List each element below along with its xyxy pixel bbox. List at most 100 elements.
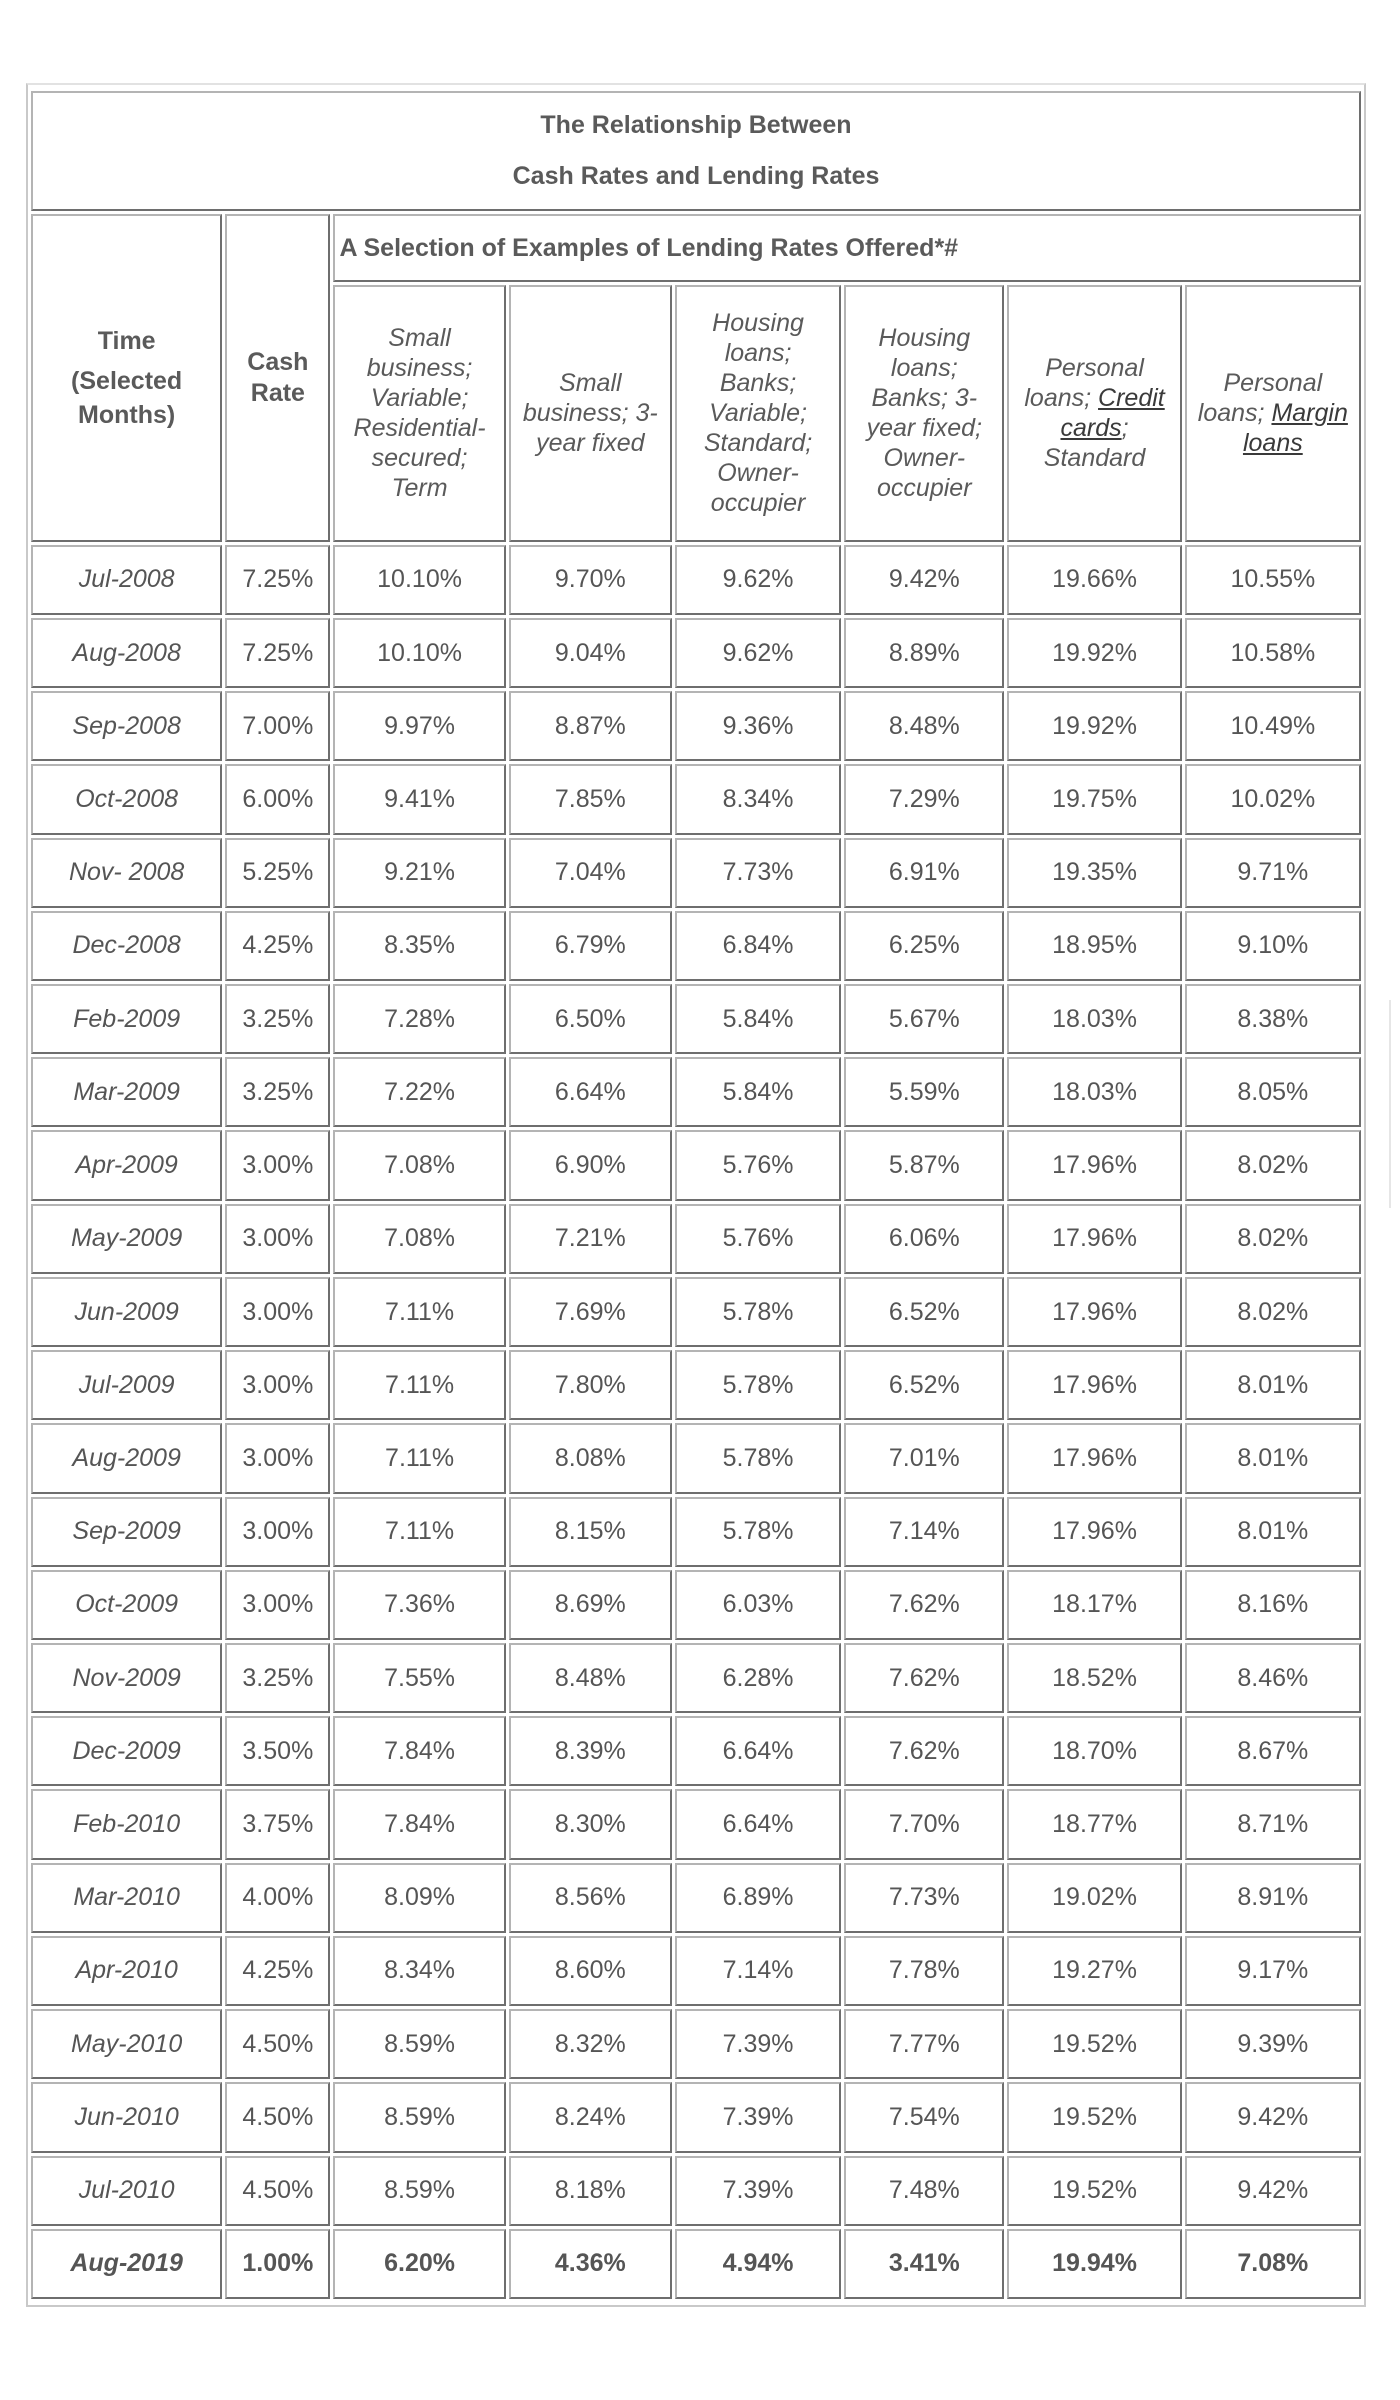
c3-header-line: Standard; [703, 429, 813, 458]
row-rate-cell: 6.50% [508, 984, 672, 1055]
row-rate-cell: 10.10% [333, 544, 506, 615]
row-month: May-2010 [31, 2009, 223, 2080]
row-rate-cell: 19.92% [1007, 617, 1182, 689]
row-rate-cell: 10.02% [1184, 764, 1361, 835]
row-rate-cell: 8.59% [333, 2155, 506, 2226]
row-rate-cell: 17.96% [1007, 1276, 1182, 1348]
table-row: Dec-2009 3.50% 7.84% 8.39% 6.64% 7.62% 18.70% 8… [31, 1716, 1361, 1787]
loans-link[interactable]: loans [1242, 429, 1303, 458]
c1-header-line: Term [391, 474, 448, 503]
c3-header-line: Owner- [717, 459, 799, 488]
row-month: Oct-2009 [31, 1569, 223, 1640]
margin-loans-line-2: loans; Margin [1191, 398, 1355, 428]
row-rate-cell: 9.39% [1184, 2009, 1361, 2080]
row-rate-cell: 7.70% [844, 1789, 1005, 1860]
row-rate-cell: 5.87% [844, 1130, 1005, 1201]
cash-header-line-1: Cash [247, 347, 309, 376]
row-rate-cell: 17.96% [1007, 1203, 1182, 1274]
row-rate-cell: 10.49% [1184, 691, 1361, 762]
row-month: Oct-2008 [31, 764, 223, 835]
row-rate-cell: 5.76% [674, 1203, 842, 1274]
col-header-housing-fixed: Housing loans; Banks; 3- year fixed; Owner-o… [844, 285, 1005, 542]
row-rate-cell: 6.64% [508, 1057, 672, 1128]
row-rate-cell: 6.90% [508, 1130, 672, 1201]
table-row: May-2010 4.50% 8.59% 8.32% 7.39% 7.77% 19.52% 9… [31, 2009, 1361, 2080]
row-rate-cell: 10.55% [1184, 544, 1361, 615]
row-rate-cell: 9.71% [1184, 837, 1361, 908]
row-rate-cell: 6.20% [333, 2228, 506, 2299]
row-rate-cell: 7.78% [844, 1935, 1005, 2007]
row-rate-cell: 8.35% [333, 910, 506, 982]
row-rate-cell: 8.48% [844, 691, 1005, 762]
row-rate-cell: 7.48% [844, 2155, 1005, 2226]
row-cash-rate: 4.50% [225, 2155, 331, 2226]
row-rate-cell: 5.84% [674, 1057, 842, 1128]
row-cash-rate: 7.25% [225, 544, 331, 615]
row-rate-cell: 6.64% [674, 1789, 842, 1860]
row-month: Nov- 2008 [31, 837, 223, 908]
c3-header-line: occupier [710, 489, 806, 518]
row-rate-cell: 19.35% [1007, 837, 1182, 908]
credit-link[interactable]: Credit [1098, 384, 1165, 413]
table-row: Apr-2009 3.00% 7.08% 6.90% 5.76% 5.87% 17.96% 8… [31, 1130, 1361, 1201]
table-row: Nov-2009 3.25% 7.55% 8.48% 6.28% 7.62% 18.52% 8… [31, 1642, 1361, 1714]
row-rate-cell: 9.10% [1184, 910, 1361, 982]
row-rate-cell: 8.38% [1184, 984, 1361, 1055]
row-month: Aug-2019 [31, 2228, 223, 2299]
row-rate-cell: 7.29% [844, 764, 1005, 835]
row-rate-cell: 7.62% [844, 1716, 1005, 1787]
cash-rate-column-header: Cash Rate [225, 214, 331, 542]
table-row: Aug-2019 1.00% 6.20% 4.36% 4.94% 3.41% 19.94% 7… [31, 2228, 1361, 2299]
table-row: Dec-2008 4.25% 8.35% 6.79% 6.84% 6.25% 18.95% 9… [31, 910, 1361, 982]
row-rate-cell: 7.73% [844, 1862, 1005, 1933]
row-cash-rate: 3.25% [225, 1642, 331, 1714]
c2-header-line: year fixed [536, 429, 645, 458]
row-rate-cell: 7.04% [508, 837, 672, 908]
c3-header-line: Variable; [709, 399, 807, 428]
row-month: Aug-2009 [31, 1423, 223, 1494]
row-month: Apr-2009 [31, 1130, 223, 1201]
row-rate-cell: 8.18% [508, 2155, 672, 2226]
row-rate-cell: 9.42% [844, 544, 1005, 615]
row-rate-cell: 8.89% [844, 617, 1005, 689]
row-cash-rate: 4.50% [225, 2082, 331, 2153]
table-row: Jun-2009 3.00% 7.11% 7.69% 5.78% 6.52% 17.96% 8… [31, 1276, 1361, 1348]
table-row: Jun-2010 4.50% 8.59% 8.24% 7.39% 7.54% 19.52% 9… [31, 2082, 1361, 2153]
row-month: Jun-2009 [31, 1276, 223, 1348]
table-row: Mar-2009 3.25% 7.22% 6.64% 5.84% 5.59% 18.03% 8… [31, 1057, 1361, 1128]
table-row: Mar-2010 4.00% 8.09% 8.56% 6.89% 7.73% 19.02% 8… [31, 1862, 1361, 1933]
margin-link[interactable]: Margin [1271, 399, 1348, 428]
row-rate-cell: 5.78% [674, 1276, 842, 1348]
row-rate-cell: 9.62% [674, 617, 842, 689]
row-rate-cell: 9.70% [508, 544, 672, 615]
table-row: Aug-2008 7.25% 10.10% 9.04% 9.62% 8.89% 19.92%… [31, 617, 1361, 689]
row-rate-cell: 6.84% [674, 910, 842, 982]
row-rate-cell: 5.67% [844, 984, 1005, 1055]
row-rate-cell: 8.71% [1184, 1789, 1361, 1860]
credit-cards-line-4: Standard [1043, 444, 1146, 473]
row-rate-cell: 7.77% [844, 2009, 1005, 2080]
row-rate-cell: 4.94% [674, 2228, 842, 2299]
row-rate-cell: 7.11% [333, 1276, 506, 1348]
row-rate-cell: 19.66% [1007, 544, 1182, 615]
cards-link[interactable]: cards [1060, 414, 1122, 443]
row-rate-cell: 9.62% [674, 544, 842, 615]
col-header-small-business-variable: Small business; Variable; Residential-secur… [333, 285, 506, 542]
row-rate-cell: 8.56% [508, 1862, 672, 1933]
row-cash-rate: 3.00% [225, 1276, 331, 1348]
time-header-line-3: Months) [78, 400, 176, 429]
row-rate-cell: 8.01% [1184, 1350, 1361, 1421]
time-header-line-2: (Selected [71, 366, 183, 395]
row-rate-cell: 8.08% [508, 1423, 672, 1494]
row-rate-cell: 8.91% [1184, 1862, 1361, 1933]
row-rate-cell: 7.08% [333, 1203, 506, 1274]
margin-loans-line-1: Personal [1223, 369, 1323, 398]
row-cash-rate: 7.00% [225, 691, 331, 762]
row-month: Sep-2009 [31, 1496, 223, 1567]
row-rate-cell: 7.39% [674, 2155, 842, 2226]
row-rate-cell: 6.89% [674, 1862, 842, 1933]
row-rate-cell: 7.62% [844, 1642, 1005, 1714]
c4-header-line: Banks; 3- [871, 384, 978, 413]
col-header-small-business-fixed: Small business; 3- year fixed [508, 285, 672, 542]
row-rate-cell: 8.39% [508, 1716, 672, 1787]
